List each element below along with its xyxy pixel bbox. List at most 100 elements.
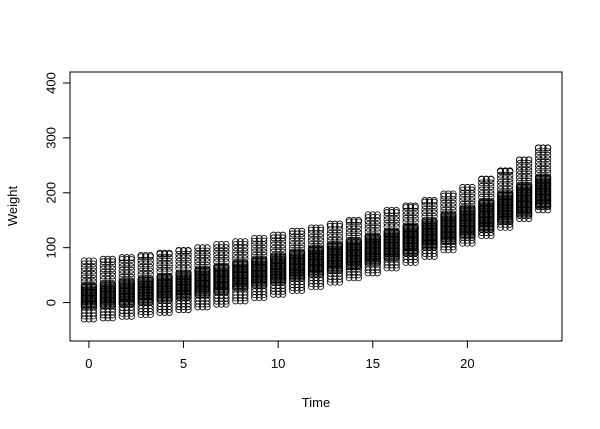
x-axis: 0 5 10 15 20 [85, 340, 475, 371]
data-point [213, 251, 221, 259]
data-point [525, 177, 533, 185]
data-point [331, 229, 339, 237]
data-point [307, 233, 315, 241]
data-point [478, 175, 485, 183]
data-point [137, 264, 145, 271]
data-point [426, 197, 433, 204]
data-point [274, 241, 282, 249]
data-point [123, 259, 131, 267]
data-point [85, 257, 93, 265]
data-point [463, 193, 471, 201]
data-point [388, 216, 396, 224]
data-point [350, 232, 358, 240]
data-point [506, 178, 514, 186]
data-point [501, 186, 509, 193]
data-point [251, 251, 258, 259]
data-point [393, 206, 400, 214]
data-point [194, 261, 202, 269]
data-point [194, 258, 202, 266]
data-point [184, 247, 192, 254]
data-point [194, 254, 202, 262]
data-point [468, 233, 476, 241]
data-point [241, 258, 249, 266]
data-point [525, 170, 533, 178]
data-point [312, 233, 320, 241]
data-point [482, 190, 490, 198]
data-point [85, 267, 93, 275]
data-point [482, 179, 490, 187]
data-point [236, 288, 244, 296]
data-point [156, 257, 164, 265]
data-point [312, 274, 320, 281]
data-point [175, 247, 183, 254]
data-point [180, 257, 187, 265]
data-point [364, 221, 372, 229]
data-point [544, 155, 552, 163]
data-point [80, 274, 88, 282]
data-point [449, 210, 457, 218]
data-point [426, 202, 433, 210]
data-point [90, 281, 98, 289]
data-point [307, 237, 315, 245]
data-point [501, 182, 509, 190]
data-point [156, 268, 164, 276]
data-point [147, 256, 154, 264]
data-point [165, 249, 173, 257]
data-point [217, 251, 225, 259]
data-point [506, 171, 514, 179]
data-point [525, 156, 533, 164]
data-point [525, 163, 533, 171]
data-point [407, 204, 415, 212]
data-point [104, 272, 112, 280]
data-point [199, 247, 206, 255]
data-point [80, 267, 88, 275]
data-point [109, 265, 116, 273]
data-point [544, 151, 552, 159]
data-point [165, 261, 173, 269]
data-point [128, 256, 135, 263]
data-point [85, 271, 93, 278]
data-point [241, 238, 249, 246]
data-point [251, 248, 258, 256]
data-point [109, 255, 116, 263]
data-point [326, 229, 334, 237]
data-point [241, 255, 249, 263]
data-point [345, 218, 353, 226]
data-point [161, 254, 169, 261]
data-point [411, 214, 419, 222]
data-point [222, 258, 230, 266]
data-point [482, 183, 490, 190]
data-point [109, 258, 116, 266]
data-point [147, 260, 154, 268]
data-point [336, 229, 344, 237]
data-point [520, 163, 528, 171]
data-point [516, 174, 523, 182]
data-point [468, 200, 476, 208]
data-point [331, 272, 339, 280]
data-point [213, 247, 221, 255]
data-point [487, 190, 495, 198]
data-point [128, 266, 135, 274]
data-point [128, 277, 135, 285]
data-point [374, 211, 381, 219]
data-point [393, 216, 400, 224]
data-point [487, 179, 495, 187]
data-point [274, 245, 282, 252]
data-point [539, 151, 547, 159]
data-point [355, 229, 362, 236]
data-point [213, 240, 221, 248]
data-point [506, 186, 514, 193]
data-point [180, 261, 187, 269]
data-point [104, 268, 112, 276]
x-tick-label: 5 [180, 356, 187, 371]
data-point [534, 144, 542, 152]
data-point [90, 257, 98, 265]
data-point [194, 247, 202, 255]
data-point [430, 217, 438, 224]
data-point [463, 200, 471, 208]
data-point [251, 285, 258, 292]
data-point [217, 258, 225, 266]
data-point [525, 174, 533, 182]
data-point [407, 202, 415, 210]
data-point [165, 272, 173, 280]
